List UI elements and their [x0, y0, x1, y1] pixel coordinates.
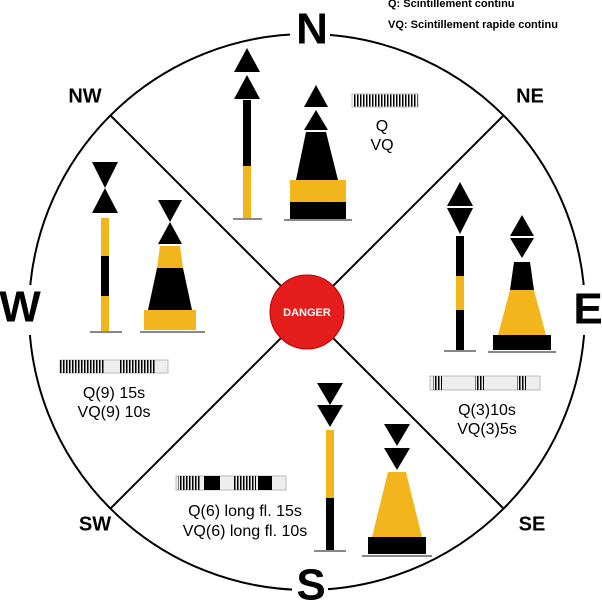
compass-se: SE	[519, 513, 546, 535]
legend-vq: VQ: Scintillement rapide continu	[388, 19, 558, 31]
legend-q: Q: Scintillement continu	[388, 0, 515, 10]
south-vq: VQ(6) long fl. 10s	[183, 523, 308, 540]
south-marks	[175, 383, 432, 557]
west-marks	[59, 162, 205, 374]
compass-w: W	[0, 283, 41, 332]
compass-n: N	[296, 5, 328, 54]
compass-ne: NE	[516, 85, 544, 107]
east-q: Q(3)10s	[458, 402, 516, 419]
compass-s: S	[296, 561, 325, 608]
compass-nw: NW	[68, 85, 101, 107]
north-vq: VQ	[370, 137, 393, 154]
danger-circle	[269, 274, 345, 350]
south-q: Q(6) long fl. 15s	[188, 503, 302, 520]
compass-sw: SW	[79, 513, 111, 535]
west-q: Q(9) 15s	[83, 385, 145, 402]
east-marks	[429, 182, 556, 391]
east-vq: VQ(3)5s	[457, 421, 517, 438]
north-q: Q	[376, 118, 388, 135]
danger-label: DANGER	[283, 307, 331, 319]
compass-e: E	[573, 285, 602, 334]
north-marks	[233, 48, 419, 221]
west-vq: VQ(9) 10s	[78, 404, 151, 421]
